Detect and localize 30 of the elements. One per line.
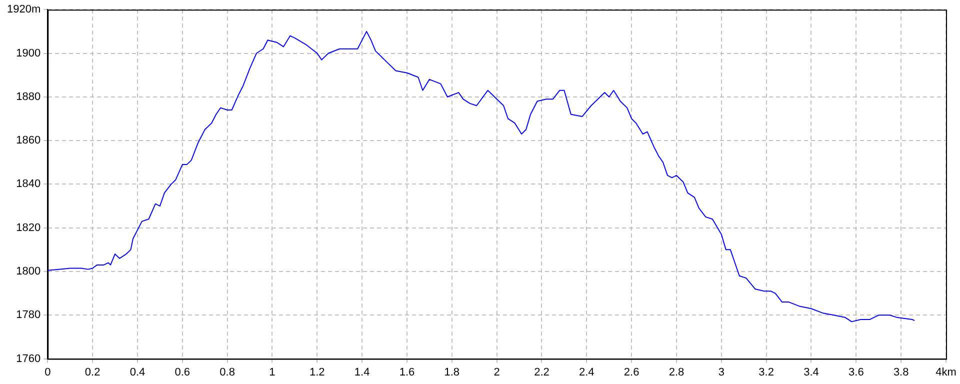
x-tick-label: 3.6	[848, 366, 864, 378]
x-tick-label: 0.2	[84, 366, 100, 378]
x-tick-label: 2.4	[579, 366, 594, 378]
y-tick-label: 1860	[16, 134, 41, 147]
x-tick-label: 2.8	[668, 366, 684, 378]
x-tick-label: 1.4	[354, 366, 370, 378]
y-tick-label: 1760	[16, 352, 41, 365]
y-tick-label: 1900	[16, 47, 41, 60]
y-tick-label: 1920m	[6, 4, 41, 16]
x-tick-label: 3	[718, 366, 724, 378]
y-tick-label: 1840	[16, 178, 41, 190]
x-tick-label: 2.2	[534, 366, 550, 378]
y-tick-label: 1800	[16, 266, 41, 278]
x-tick-label: 1.8	[444, 366, 460, 378]
x-tick-label: 4km	[936, 366, 956, 378]
y-tick-label: 1880	[16, 90, 41, 103]
x-tick-label: 2	[494, 366, 500, 378]
x-tick-label: 3.2	[758, 366, 774, 378]
x-tick-label: 3.4	[804, 366, 819, 378]
x-tick-label: 1.2	[309, 366, 325, 378]
x-tick-label: 3.8	[893, 366, 909, 378]
y-tick-label: 1820	[16, 222, 41, 234]
x-tick-label: 1	[269, 366, 276, 378]
x-tick-label: 0	[44, 366, 51, 378]
y-tick-label: 1780	[16, 309, 41, 322]
x-tick-label: 0.8	[220, 366, 235, 378]
x-tick-label: 0.6	[174, 366, 190, 378]
x-tick-label: 2.6	[624, 366, 640, 378]
x-tick-label: 1.6	[399, 366, 415, 378]
x-tick-label: 0.4	[130, 366, 146, 378]
